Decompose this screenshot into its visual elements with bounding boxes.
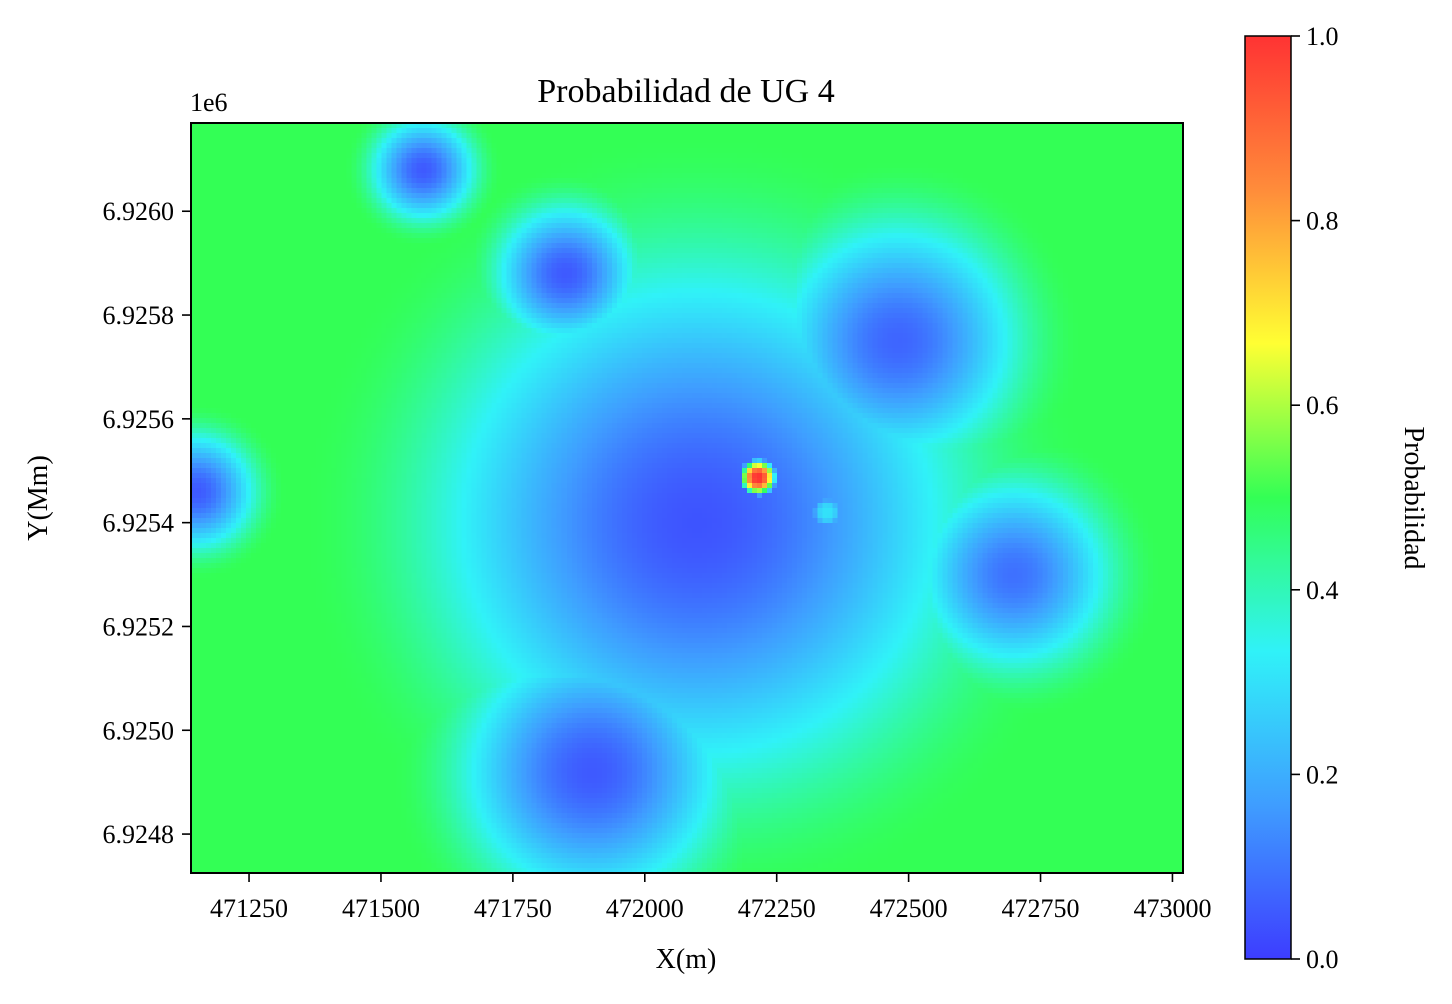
x-axis-label: X(m) xyxy=(656,944,717,975)
chart-title: Probabilidad de UG 4 xyxy=(537,73,834,110)
x-tick-label: 472000 xyxy=(606,894,684,923)
heatmap xyxy=(191,123,1183,873)
y-offset-text: 1e6 xyxy=(190,88,228,117)
y-tick-label: 6.9250 xyxy=(103,716,175,745)
y-tick-label: 6.9256 xyxy=(103,405,175,434)
colorbar-tick-label: 0.6 xyxy=(1306,391,1339,420)
colorbar-tick-label: 0.4 xyxy=(1306,576,1339,605)
x-tick-label: 471500 xyxy=(342,894,420,923)
colorbar-gradient xyxy=(1244,35,1292,960)
colorbar-label: Probabilidad xyxy=(1398,426,1429,569)
y-axis-label: Y(Mm) xyxy=(23,455,54,541)
y-axis: 6.9248 6.9250 6.9252 6.9254 6.9256 6.9258 6.92… xyxy=(103,197,191,849)
y-tick-label: 6.9254 xyxy=(103,509,175,538)
x-tick-label: 471250 xyxy=(210,894,288,923)
colorbar-tick-label: 0.2 xyxy=(1306,760,1339,789)
heatmap-canvas xyxy=(191,123,1183,873)
x-tick-label: 471750 xyxy=(474,894,552,923)
x-axis: 471250 471500 471750 472000 472250 472500 4727… xyxy=(210,873,1211,923)
colorbar-tick-label: 1.0 xyxy=(1306,22,1339,51)
y-tick-label: 6.9248 xyxy=(103,820,175,849)
colorbar-axis: 0.0 0.2 0.4 0.6 0.8 1.0 xyxy=(1291,22,1339,974)
x-tick-label: 472750 xyxy=(1002,894,1080,923)
y-tick-label: 6.9260 xyxy=(103,197,175,226)
y-tick-label: 6.9258 xyxy=(103,301,175,330)
x-tick-label: 473000 xyxy=(1133,894,1211,923)
colorbar-tick-label: 0.8 xyxy=(1306,207,1339,236)
x-tick-label: 472500 xyxy=(870,894,948,923)
colorbar-tick-label: 0.0 xyxy=(1306,945,1339,974)
plot-frame xyxy=(190,122,1184,874)
colorbar: 0.0 0.2 0.4 0.6 0.8 1.0 Probabilidad xyxy=(1244,22,1429,974)
y-tick-label: 6.9252 xyxy=(103,612,175,641)
x-tick-label: 472250 xyxy=(738,894,816,923)
